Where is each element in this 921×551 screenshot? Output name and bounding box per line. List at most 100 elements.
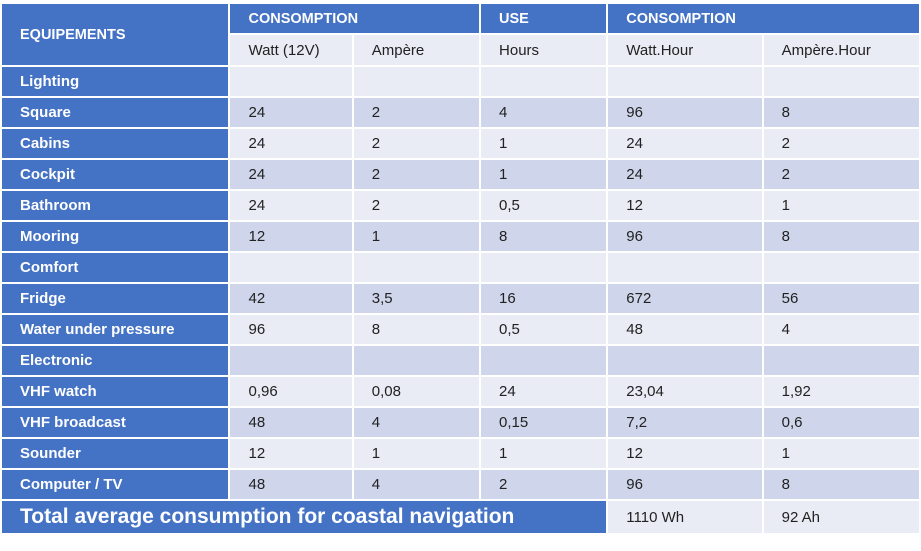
cell-watt-hour: 24	[608, 129, 762, 158]
cell-ampere-hour: 4	[763, 315, 919, 344]
row-label: Lighting	[2, 67, 229, 96]
cell-hours: 1	[481, 160, 607, 189]
cell-ampere: 3,5	[353, 284, 480, 313]
cell-hours: 1	[481, 439, 607, 468]
row-label: VHF broadcast	[2, 408, 229, 437]
cell-watt: 48	[230, 408, 352, 437]
cell-ampere: 1	[353, 439, 480, 468]
cell-watt: 96	[230, 315, 352, 344]
subheader-hours: Hours	[481, 35, 607, 65]
cell-ampere: 1	[353, 222, 480, 251]
cell-watt: 48	[230, 470, 352, 499]
row-label: Water under pressure	[2, 315, 229, 344]
cell-watt-hour: 96	[608, 470, 762, 499]
header-row-sub: Watt (12V) Ampère Hours Watt.Hour Ampère…	[2, 35, 919, 65]
cell-hours: 2	[481, 470, 607, 499]
row-label: Comfort	[2, 253, 229, 282]
table-row: Square 24 2 4 96 8	[2, 98, 919, 127]
cell-watt: 24	[230, 191, 352, 220]
subheader-ampere: Ampère	[353, 35, 480, 65]
cell-ampere-hour: 1	[763, 191, 919, 220]
row-label: Computer / TV	[2, 470, 229, 499]
table-row: Water under pressure 96 8 0,5 48 4	[2, 315, 919, 344]
row-label: VHF watch	[2, 377, 229, 406]
subheader-ampere-hour: Ampère.Hour	[763, 35, 919, 65]
cell-ampere-hour: 2	[763, 160, 919, 189]
row-label: Bathroom	[2, 191, 229, 220]
row-label: Square	[2, 98, 229, 127]
cell-ampere-hour: 8	[763, 222, 919, 251]
table-row: Electronic	[2, 346, 919, 375]
cell-hours: 24	[481, 377, 607, 406]
use-header: USE	[481, 4, 607, 33]
cell-hours: 0,5	[481, 315, 607, 344]
cell-watt-hour: 23,04	[608, 377, 762, 406]
consumption-header: CONSOMPTION	[230, 4, 480, 33]
cell-ampere-hour: 1,92	[763, 377, 919, 406]
cell-ampere: 8	[353, 315, 480, 344]
cell-watt-hour	[608, 67, 762, 96]
cell-watt: 0,96	[230, 377, 352, 406]
cell-hours: 8	[481, 222, 607, 251]
cell-watt	[230, 67, 352, 96]
row-label: Electronic	[2, 346, 229, 375]
cell-ampere-hour: 56	[763, 284, 919, 313]
total-label: Total average consumption for coastal na…	[2, 501, 607, 533]
table-row: Bathroom 24 2 0,5 12 1	[2, 191, 919, 220]
equipements-header: EQUIPEMENTS	[2, 4, 229, 65]
cell-ampere-hour	[763, 346, 919, 375]
cell-ampere: 2	[353, 129, 480, 158]
cell-ampere	[353, 346, 480, 375]
row-label: Cabins	[2, 129, 229, 158]
cell-hours: 16	[481, 284, 607, 313]
total-row: Total average consumption for coastal na…	[2, 501, 919, 533]
cell-ampere	[353, 253, 480, 282]
cell-ampere: 2	[353, 191, 480, 220]
cell-watt: 24	[230, 98, 352, 127]
consumption-table: EQUIPEMENTS CONSOMPTION USE CONSOMPTION …	[0, 2, 921, 535]
subheader-watt-hour: Watt.Hour	[608, 35, 762, 65]
cell-watt: 24	[230, 160, 352, 189]
row-label: Sounder	[2, 439, 229, 468]
cell-watt: 24	[230, 129, 352, 158]
cell-ampere: 2	[353, 98, 480, 127]
total-ampere-hour: 92 Ah	[763, 501, 919, 533]
cell-watt: 12	[230, 222, 352, 251]
table-row: Mooring 12 1 8 96 8	[2, 222, 919, 251]
cell-hours	[481, 253, 607, 282]
cell-watt-hour: 24	[608, 160, 762, 189]
cell-ampere-hour: 8	[763, 470, 919, 499]
cell-hours: 0,15	[481, 408, 607, 437]
table-row: Cockpit 24 2 1 24 2	[2, 160, 919, 189]
cell-watt-hour: 48	[608, 315, 762, 344]
cell-watt	[230, 346, 352, 375]
table-row: Cabins 24 2 1 24 2	[2, 129, 919, 158]
cell-watt-hour	[608, 346, 762, 375]
cell-watt-hour: 96	[608, 98, 762, 127]
cell-hours: 1	[481, 129, 607, 158]
subheader-watt: Watt (12V)	[230, 35, 352, 65]
table-row: Sounder 12 1 1 12 1	[2, 439, 919, 468]
cell-ampere-hour: 0,6	[763, 408, 919, 437]
cell-watt: 42	[230, 284, 352, 313]
cell-watt-hour: 672	[608, 284, 762, 313]
table-row: Fridge 42 3,5 16 672 56	[2, 284, 919, 313]
cell-ampere: 0,08	[353, 377, 480, 406]
header-row-top: EQUIPEMENTS CONSOMPTION USE CONSOMPTION	[2, 4, 919, 65]
cell-watt-hour: 7,2	[608, 408, 762, 437]
cell-watt	[230, 253, 352, 282]
row-label: Cockpit	[2, 160, 229, 189]
cell-ampere-hour: 1	[763, 439, 919, 468]
cell-hours	[481, 346, 607, 375]
cell-ampere: 2	[353, 160, 480, 189]
table-row: VHF broadcast 48 4 0,15 7,2 0,6	[2, 408, 919, 437]
consumption-header-2: CONSOMPTION	[608, 4, 919, 33]
cell-ampere	[353, 67, 480, 96]
table-row: VHF watch 0,96 0,08 24 23,04 1,92	[2, 377, 919, 406]
cell-hours	[481, 67, 607, 96]
cell-ampere: 4	[353, 408, 480, 437]
table-row: Lighting	[2, 67, 919, 96]
table-row: Computer / TV 48 4 2 96 8	[2, 470, 919, 499]
cell-ampere-hour: 8	[763, 98, 919, 127]
row-label: Fridge	[2, 284, 229, 313]
